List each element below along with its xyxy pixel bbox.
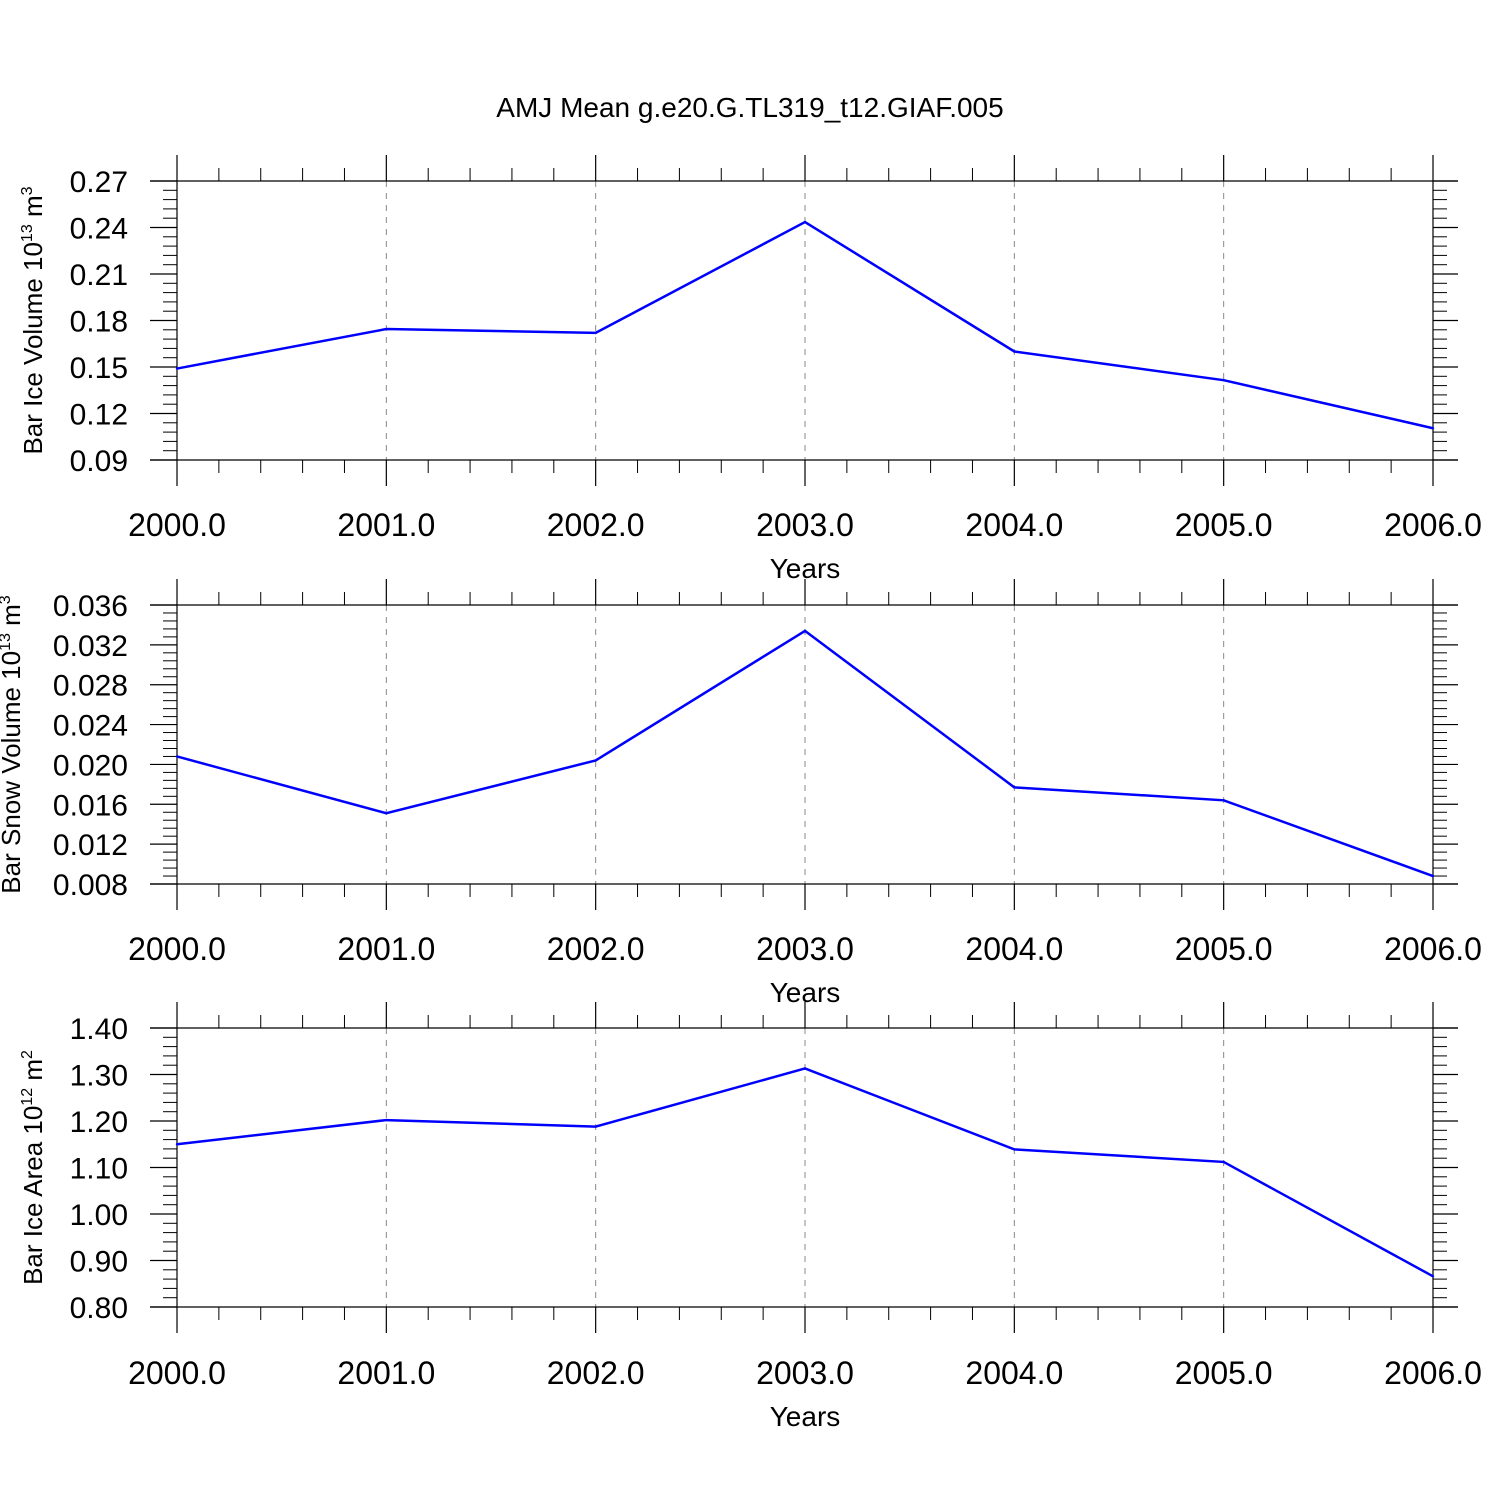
y-tick-label: 0.90 [70,1246,128,1279]
y-tick-label: 0.12 [70,399,128,432]
data-point [175,367,179,370]
data-point [385,327,388,331]
x-tick-label: 2001.0 [337,1355,435,1391]
x-axis-label: Years [770,1401,841,1432]
y-tick-label: 0.24 [70,213,128,246]
x-tick-label: 2006.0 [1384,507,1482,543]
data-point [385,1118,388,1122]
x-tick-label: 2000.0 [128,1355,226,1391]
y-tick-label: 0.020 [53,749,128,782]
y-tick-label: 0.016 [53,789,128,822]
x-axis-label: Years [770,553,841,584]
x-tick-label: 2004.0 [965,507,1063,543]
x-tick-label: 2003.0 [756,931,854,967]
y-tick-label: 0.09 [70,445,128,478]
x-tick-label: 2001.0 [337,507,435,543]
data-point [803,220,807,224]
x-tick-label: 2000.0 [128,931,226,967]
y-axis-label: Bar Ice Area 1012 m2 [18,1050,48,1285]
x-tick-label: 2006.0 [1384,1355,1482,1391]
x-tick-label: 2001.0 [337,931,435,967]
x-tick-label: 2005.0 [1175,1355,1273,1391]
data-point [803,629,807,633]
y-tick-label: 1.30 [70,1060,128,1093]
x-tick-label: 2005.0 [1175,507,1273,543]
y-axis-label: Bar Ice Volume 1013 m3 [18,186,48,454]
y-tick-label: 1.40 [70,1013,128,1046]
y-tick-label: 0.036 [53,590,128,623]
y-tick-label: 0.008 [53,869,128,902]
y-tick-label: 0.21 [70,259,128,292]
data-point [594,1125,597,1128]
data-point [1013,350,1016,353]
y-tick-label: 0.012 [53,829,128,862]
data-point [1222,1160,1225,1164]
y-tick-label: 1.20 [70,1106,128,1139]
y-tick-label: 0.80 [70,1292,128,1325]
x-tick-label: 2004.0 [965,1355,1063,1391]
data-point [1431,874,1435,878]
panel-3: 0.80 0.90 1.00 1.10 1.20 1.30 1.40 2000.0 2001.0… [18,1002,1482,1432]
data-point [594,331,597,335]
x-tick-label: 2002.0 [547,931,645,967]
panel-2: 0.008 0.012 0.016 0.020 0.024 0.028 0.032 0.036… [0,579,1482,1008]
data-point [385,812,388,815]
y-tick-label: 0.028 [53,670,128,703]
y-axis-label: Bar Snow Volume 1013 m3 [0,595,26,894]
y-tick-label: 0.032 [53,630,128,663]
y-tick-label: 0.15 [70,352,128,385]
data-point [175,755,179,758]
chart-title: AMJ Mean g.e20.G.TL319_t12.GIAF.005 [496,92,1003,123]
data-point [1431,427,1435,430]
x-tick-label: 2005.0 [1175,931,1273,967]
y-tick-label: 0.27 [70,166,128,199]
panel-1: 0.09 0.12 0.15 0.18 0.21 0.24 0.27 2000.0 2001.0… [18,155,1482,584]
x-tick-label: 2002.0 [547,507,645,543]
y-tick-label: 1.10 [70,1153,128,1186]
y-tick-label: 1.00 [70,1199,128,1232]
x-tick-label: 2004.0 [965,931,1063,967]
x-tick-label: 2003.0 [756,507,854,543]
data-point [1431,1275,1435,1278]
x-tick-label: 2000.0 [128,507,226,543]
x-tick-label: 2003.0 [756,1355,854,1391]
x-tick-label: 2002.0 [547,1355,645,1391]
x-tick-label: 2006.0 [1384,931,1482,967]
data-point [1222,799,1225,802]
data-point [1222,378,1225,382]
data-point [594,759,597,762]
data-point [175,1143,179,1146]
y-tick-label: 0.18 [70,306,128,339]
data-point [803,1067,807,1070]
data-point [1013,786,1016,789]
data-point [1013,1148,1016,1151]
y-tick-label: 0.024 [53,710,128,743]
